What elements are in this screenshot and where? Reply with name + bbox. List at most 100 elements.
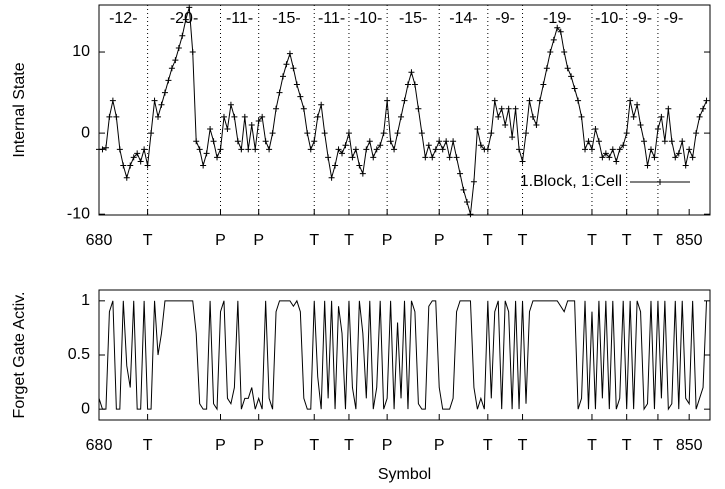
point-marker (120, 162, 127, 169)
point-marker (214, 154, 221, 161)
point-marker (457, 170, 464, 177)
point-marker (168, 65, 175, 72)
y-tick-label: 0 (81, 400, 90, 417)
point-marker (422, 154, 429, 161)
point-marker (404, 81, 411, 88)
point-marker (227, 101, 234, 108)
point-marker (293, 81, 300, 88)
point-marker (453, 154, 460, 161)
point-marker (661, 138, 668, 145)
point-marker (137, 158, 144, 165)
x-tick-label: 680 (86, 232, 113, 249)
point-marker (238, 146, 245, 153)
point-marker (470, 178, 477, 185)
x-tick-label: T (587, 437, 597, 454)
point-marker (332, 162, 339, 169)
segment-label: -14- (449, 10, 477, 27)
x-tick-label: P (434, 232, 445, 249)
legend-marker (657, 179, 663, 185)
x-tick-label: P (215, 232, 226, 249)
point-marker (592, 126, 599, 133)
segment-label: -9- (633, 10, 653, 27)
point-marker (554, 24, 561, 31)
point-marker (286, 50, 293, 57)
point-marker (391, 146, 398, 153)
point-marker (675, 150, 682, 157)
point-marker (109, 97, 116, 104)
point-marker (186, 4, 193, 11)
point-marker (113, 113, 120, 120)
point-marker (220, 113, 227, 120)
point-marker (342, 142, 349, 149)
point-marker (411, 81, 418, 88)
point-marker (623, 130, 630, 137)
point-marker (602, 150, 609, 157)
point-marker (460, 186, 467, 193)
point-marker (616, 146, 623, 153)
series-line (98, 299, 708, 411)
point-marker (588, 146, 595, 153)
point-marker (703, 97, 710, 104)
point-marker (502, 122, 509, 128)
point-marker (328, 174, 335, 181)
point-marker (339, 150, 346, 157)
x-tick-label: T (309, 232, 319, 249)
point-marker (672, 154, 679, 161)
point-marker (536, 97, 543, 104)
point-marker (321, 130, 328, 137)
x-tick-label: T (483, 232, 493, 249)
point-marker (366, 138, 373, 145)
point-marker (439, 146, 446, 153)
point-marker (141, 146, 148, 153)
point-marker (582, 146, 589, 153)
segment-label: -11- (318, 10, 345, 27)
x-tick-label: T (143, 232, 153, 249)
point-marker (175, 44, 182, 51)
point-marker (436, 138, 443, 145)
point-marker (359, 170, 366, 177)
point-marker (116, 146, 123, 153)
segment-label: -10- (595, 10, 623, 27)
point-marker (196, 146, 203, 153)
x-tick-label: T (622, 232, 632, 249)
x-tick-label: P (253, 437, 264, 454)
point-marker (172, 57, 179, 64)
point-marker (203, 150, 210, 157)
point-marker (245, 146, 252, 153)
point-marker (550, 36, 557, 43)
point-marker (575, 97, 582, 104)
x-tick-label: P (434, 437, 445, 454)
y-tick-label: -10 (67, 205, 90, 222)
point-marker (151, 97, 158, 104)
point-marker (540, 81, 547, 88)
point-marker (495, 113, 502, 120)
x-tick-label: P (215, 437, 226, 454)
x-tick-label: P (382, 232, 393, 249)
point-marker (689, 154, 696, 161)
segment-label: -10- (354, 10, 382, 27)
point-marker (182, 16, 189, 23)
point-marker (585, 138, 592, 145)
point-marker (102, 144, 109, 151)
point-marker (547, 49, 554, 56)
legend-label: 1.Block, 1.Cell (520, 173, 622, 190)
point-marker (516, 146, 523, 153)
point-marker (99, 146, 106, 153)
segment-label: -19- (543, 10, 571, 27)
point-marker (314, 113, 321, 120)
y-tick-label: 1 (81, 292, 90, 309)
plot-frame (98, 4, 711, 216)
point-marker (252, 146, 259, 153)
point-marker (273, 105, 280, 112)
point-marker (290, 65, 297, 72)
point-marker (429, 154, 436, 161)
point-marker (408, 69, 415, 76)
point-marker (248, 122, 255, 128)
point-marker (304, 130, 311, 137)
point-marker (488, 130, 495, 137)
point-marker (307, 146, 314, 153)
point-marker (606, 154, 613, 161)
point-marker (498, 105, 505, 112)
point-marker (509, 134, 516, 141)
point-marker (533, 122, 540, 128)
